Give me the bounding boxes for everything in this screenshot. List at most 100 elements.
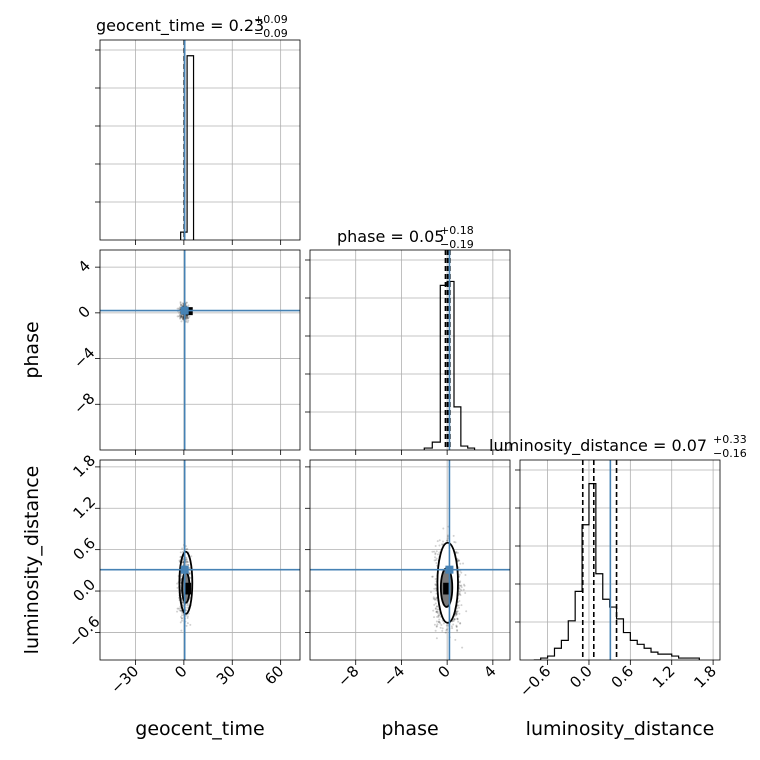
sample-point <box>434 559 437 562</box>
x-tick-label-geocent-time: 30 <box>213 662 239 688</box>
sample-point <box>438 544 441 547</box>
sample-point <box>186 315 189 318</box>
grid-geocent-time-hist <box>100 40 300 240</box>
sample-point <box>435 637 438 640</box>
title-geocent-time-minus: −0.09 <box>254 27 288 40</box>
sample-point <box>455 613 458 616</box>
truth-marker-geocent-time-vs-luminosity-distance <box>180 565 189 574</box>
sample-point <box>180 617 183 620</box>
panel-luminosity-distance-hist <box>515 459 721 665</box>
sample-point <box>442 622 445 625</box>
sample-point <box>435 625 438 628</box>
sample-point <box>186 560 189 563</box>
histogram-luminosity-distance <box>533 483 700 660</box>
sample-point <box>180 315 183 318</box>
sample-point <box>435 610 438 613</box>
sample-point <box>181 547 184 550</box>
sample-point <box>189 576 192 579</box>
x-tick-label-luminosity-distance: 1.2 <box>649 662 679 692</box>
sample-point <box>453 618 456 621</box>
sample-point <box>179 609 182 612</box>
sample-point <box>186 622 189 625</box>
sample-point <box>434 602 437 605</box>
sample-point <box>445 624 448 627</box>
panel-geocent-time-vs-luminosity-distance <box>95 459 301 665</box>
sample-point <box>451 627 454 630</box>
title-luminosity-distance-main: luminosity_distance = 0.07 <box>489 436 707 456</box>
x-tick-label-phase: −4 <box>380 662 408 690</box>
sample-point <box>179 315 182 318</box>
sample-point <box>185 319 188 322</box>
sample-point <box>456 629 459 632</box>
sample-point <box>179 314 182 317</box>
sample-point <box>438 539 441 542</box>
sample-point <box>434 556 437 559</box>
sample-point <box>176 582 179 585</box>
sample-point <box>187 606 190 609</box>
sample-point <box>455 625 458 628</box>
title-luminosity-distance-plus: +0.33 <box>713 433 747 446</box>
ticks-luminosity-distance-hist <box>515 469 714 665</box>
x-tick-label-phase: −8 <box>334 662 362 690</box>
sample-point <box>186 315 189 318</box>
sample-point <box>462 588 465 591</box>
sample-point <box>435 610 438 613</box>
sample-point <box>459 562 462 565</box>
sample-point <box>457 620 460 623</box>
sample-point <box>457 559 460 562</box>
sample-point <box>434 629 437 632</box>
sample-point <box>435 625 438 628</box>
sample-point <box>182 315 185 318</box>
x-tick-label-luminosity-distance: 0.0 <box>566 662 596 692</box>
sample-point <box>433 598 436 601</box>
sample-point <box>436 623 439 626</box>
sample-point <box>181 617 184 620</box>
sample-point <box>462 562 465 565</box>
sample-point <box>186 604 189 607</box>
sample-point <box>454 638 457 641</box>
sample-point <box>431 550 434 553</box>
y-tick-labels-luminosity-distance: 1.8 1.2 0.6 0.0 −0.6 <box>65 451 103 651</box>
sample-point <box>188 567 191 570</box>
sample-point <box>452 619 455 622</box>
sample-point <box>182 316 185 319</box>
sample-point <box>180 609 183 612</box>
sample-point <box>185 557 188 560</box>
sample-point <box>434 583 437 586</box>
sample-point <box>438 613 441 616</box>
x-axis-label-luminosity-distance: luminosity_distance <box>526 718 715 740</box>
sample-point <box>188 315 191 318</box>
y-tick-label-luminosity-distance: 0.0 <box>69 576 99 606</box>
x-tick-label-luminosity-distance: 1.8 <box>690 662 720 692</box>
sample-point <box>455 625 458 628</box>
sample-point <box>440 543 443 546</box>
y-axis-label-luminosity-distance: luminosity_distance <box>21 466 43 655</box>
sample-point <box>176 610 179 613</box>
sample-point <box>178 306 181 309</box>
sample-point <box>435 605 438 608</box>
sample-point <box>176 607 179 610</box>
sample-point <box>436 610 439 613</box>
sample-point <box>455 550 458 553</box>
sample-point <box>179 615 182 618</box>
sample-point <box>186 602 189 605</box>
sample-point <box>434 553 437 556</box>
sample-point <box>431 575 434 578</box>
sample-point <box>436 615 439 618</box>
sample-point <box>441 627 444 630</box>
sample-point <box>446 534 449 537</box>
x-tick-label-luminosity-distance: −0.6 <box>516 662 554 700</box>
sample-point <box>181 304 184 307</box>
sample-point <box>429 591 432 594</box>
sample-point <box>442 527 445 530</box>
sample-point <box>181 318 184 321</box>
sample-point <box>179 551 182 554</box>
axes-frame-geocent-time-vs-phase <box>99 249 301 451</box>
sample-point <box>180 315 183 318</box>
sample-point <box>458 581 461 584</box>
sample-point <box>181 599 184 602</box>
sample-point <box>185 614 188 617</box>
sample-point <box>456 617 459 620</box>
sample-point <box>182 561 185 564</box>
y-tick-label-phase: −4 <box>70 344 98 372</box>
